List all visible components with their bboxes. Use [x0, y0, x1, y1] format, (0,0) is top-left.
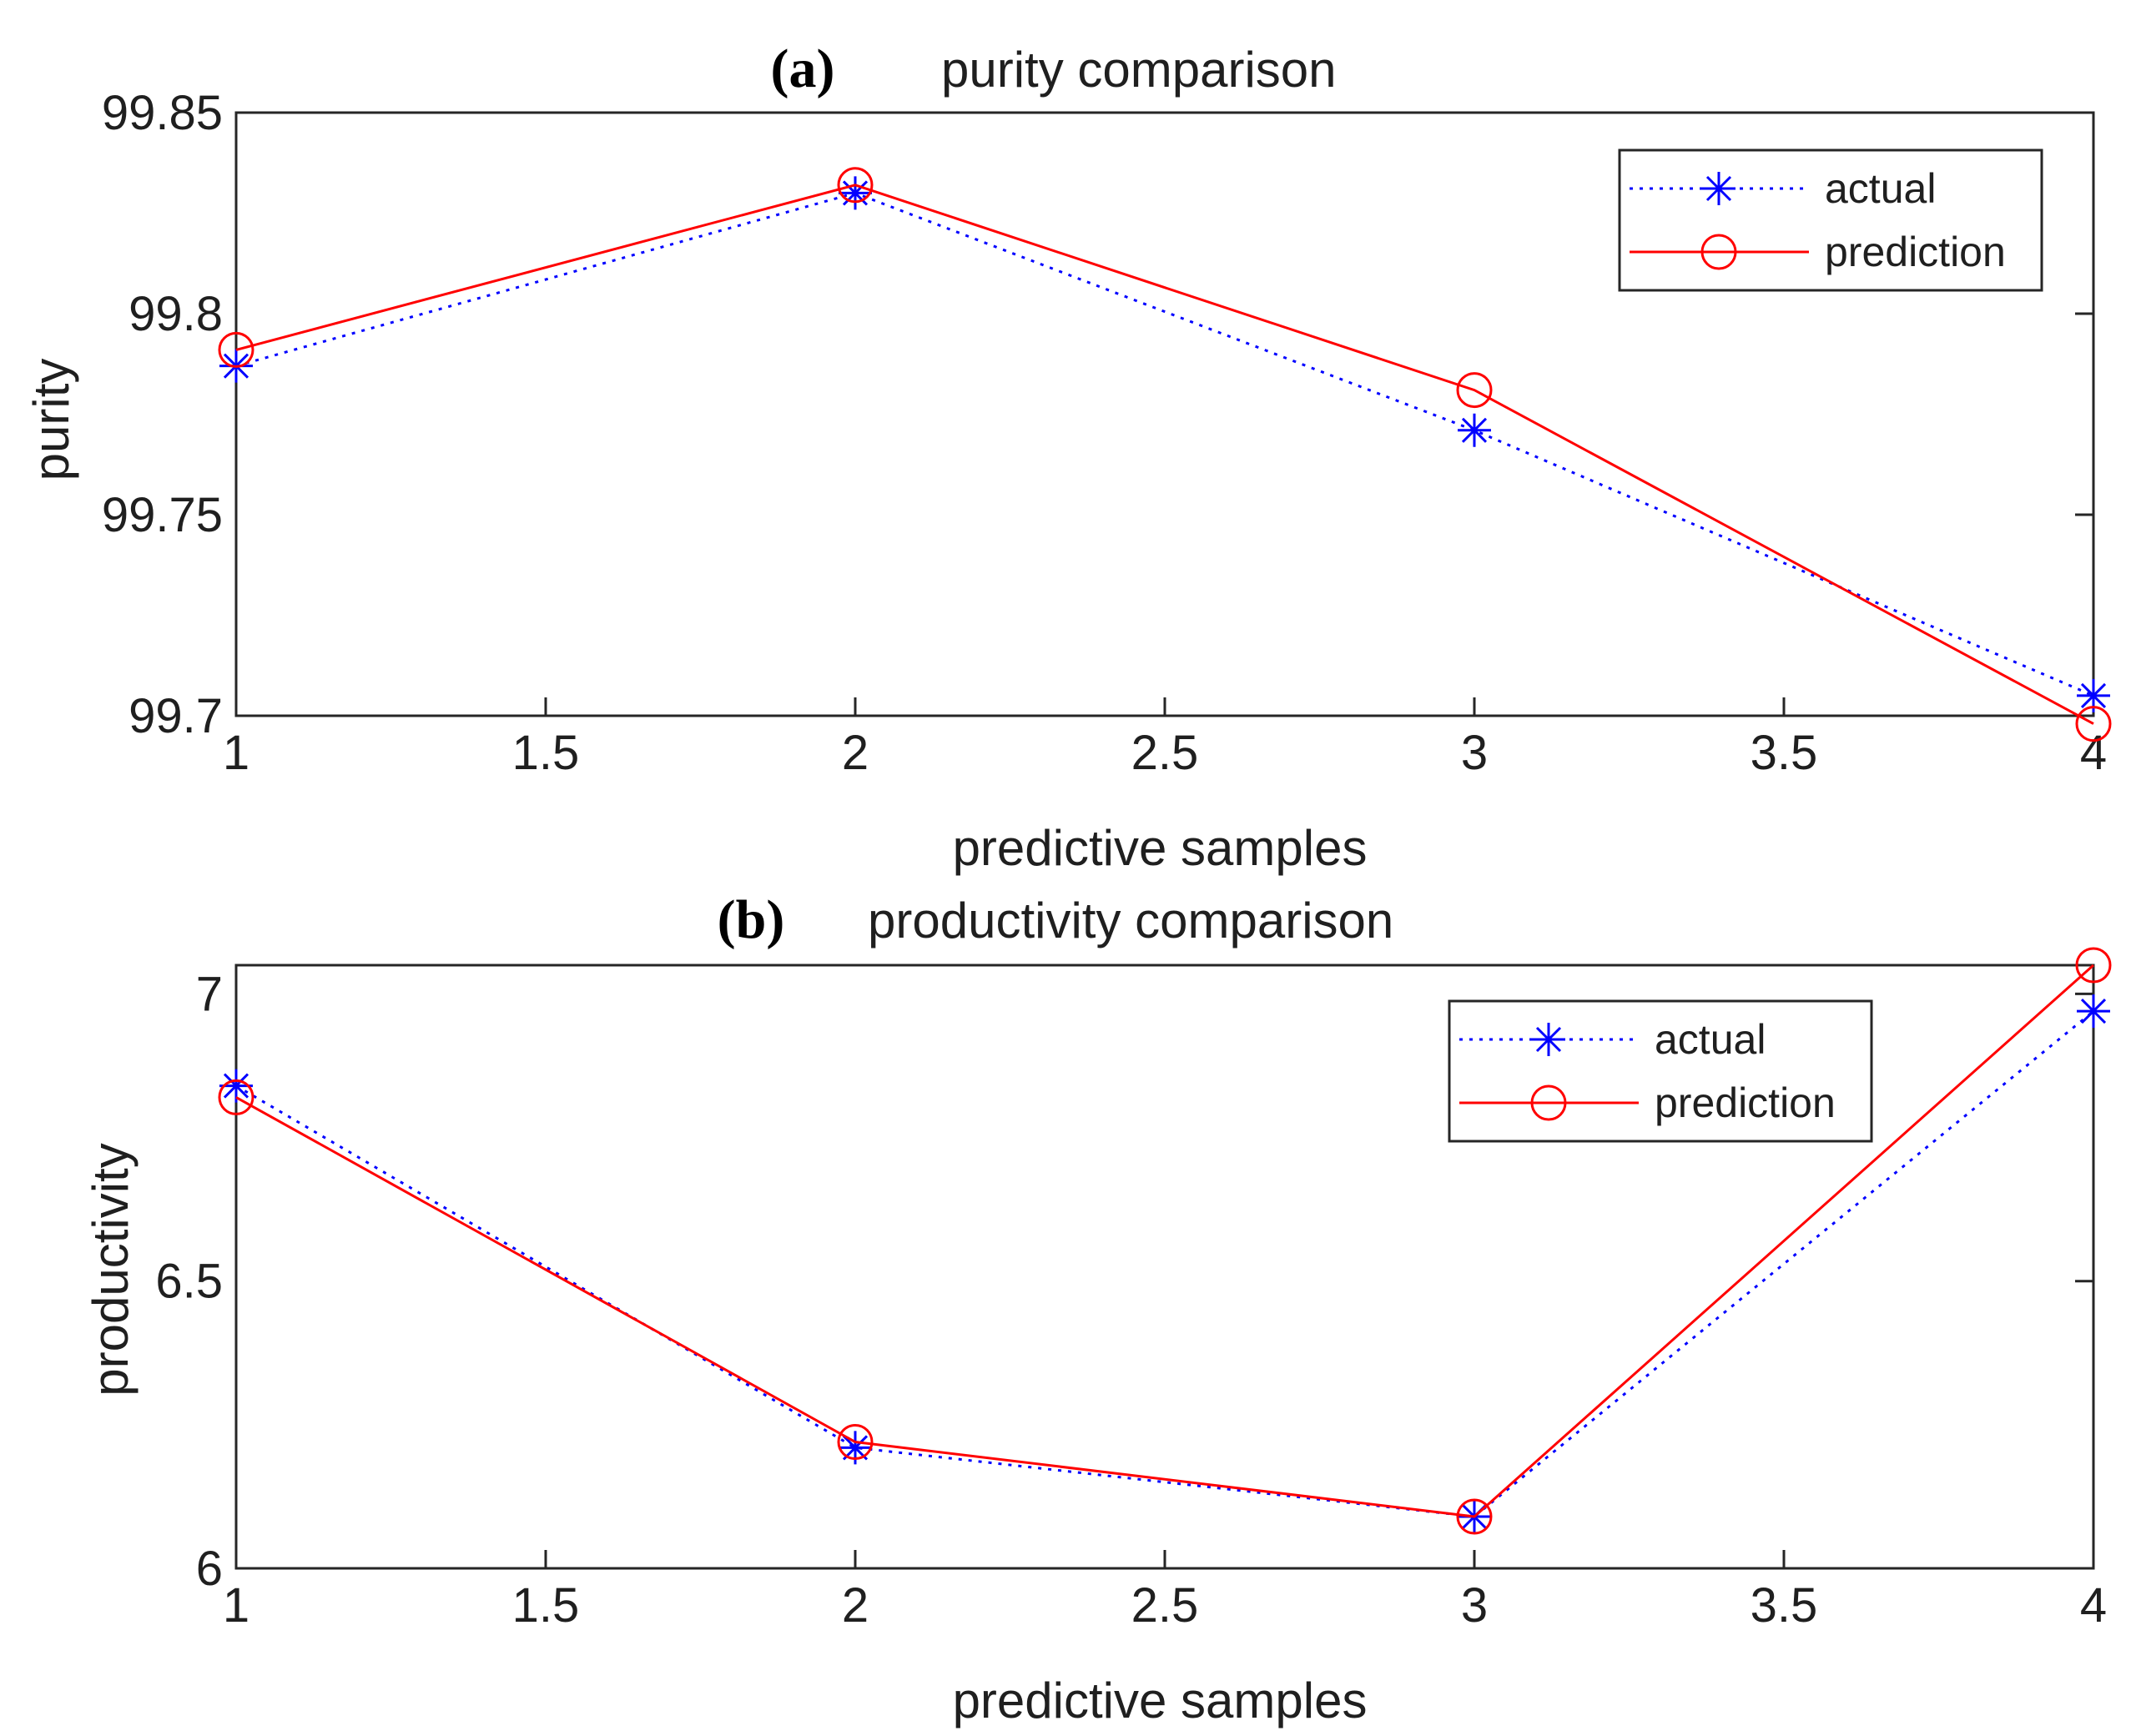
panel-b-x-tick-labels: 1 1.5 2 2.5 3 3.5 4: [223, 1578, 2107, 1633]
actual-point: [839, 1431, 872, 1465]
y-tick-label: 99.7: [128, 689, 223, 743]
panel-a-x-tick-labels: 1 1.5 2 2.5 3 3.5 4: [223, 726, 2107, 780]
panel-b-y-ticks: [2075, 992, 2093, 1570]
x-tick-label: 3: [1461, 1578, 1488, 1633]
x-tick-label: 3.5: [1751, 726, 1818, 780]
panel-a-y-tick-labels: 99.7 99.75 99.8 99.85: [102, 86, 223, 743]
x-tick-label: 1.5: [512, 726, 580, 780]
legend-prediction-circle-icon: [1700, 234, 1737, 270]
legend-prediction-circle-icon: [1530, 1084, 1567, 1121]
panel-a-xlabel: predictive samples: [953, 820, 1368, 876]
x-tick-label: 4: [2080, 726, 2107, 780]
panel-b-prediction-line: [235, 964, 2094, 1518]
y-tick-label: 99.75: [102, 488, 223, 542]
x-tick-label: 1.5: [512, 1578, 580, 1633]
panel-b-legend: actual prediction: [1448, 999, 1873, 1143]
legend-actual-label: actual: [1825, 165, 1936, 212]
y-tick-label: 99.8: [128, 287, 223, 341]
legend-prediction-label: prediction: [1655, 1079, 1836, 1126]
panel-a-x-ticks: [234, 697, 2095, 716]
panel-b-x-ticks: [234, 1550, 2095, 1568]
actual-point: [2077, 994, 2110, 1029]
prediction-point: [218, 1079, 254, 1115]
actual-point: [1458, 413, 1491, 447]
prediction-point: [1456, 372, 1493, 409]
prediction-point: [218, 331, 254, 368]
legend-box: [1448, 999, 1873, 1143]
prediction-point: [2075, 947, 2112, 984]
panel-a-legend: actual prediction: [1618, 148, 2043, 292]
panel-b: (b) productivity comparison predictive s…: [83, 889, 2112, 1728]
y-tick-label: 6.5: [155, 1255, 223, 1309]
legend-box: [1618, 148, 2043, 292]
panel-b-title: productivity comparison: [868, 893, 1393, 949]
panel-a-prediction-markers: [218, 167, 2112, 742]
panel-a-title: purity comparison: [941, 42, 1337, 98]
panel-a-tag: (a): [771, 38, 835, 99]
x-tick-label: 2.5: [1131, 726, 1199, 780]
x-tick-label: 4: [2080, 1578, 2107, 1633]
x-tick-label: 3.5: [1751, 1578, 1818, 1633]
y-tick-label: 6: [196, 1542, 223, 1596]
y-tick-label: 99.85: [102, 86, 223, 140]
x-tick-label: 2.5: [1131, 1578, 1199, 1633]
panel-a-y-ticks: [2075, 111, 2093, 717]
prediction-point: [2075, 706, 2112, 742]
prediction-point: [837, 167, 874, 204]
actual-point: [219, 1069, 253, 1103]
x-tick-label: 1: [223, 726, 249, 780]
panel-a-actual-line: [235, 191, 2094, 697]
panel-a: (a) purity comparison predictive samples…: [23, 38, 2112, 876]
x-tick-label: 3: [1461, 726, 1488, 780]
panel-a-prediction-line: [235, 184, 2094, 725]
prediction-point: [837, 1424, 874, 1461]
legend-prediction-label: prediction: [1825, 229, 2006, 275]
x-tick-label: 2: [842, 1578, 869, 1633]
legend-actual-asterisk-icon: [1702, 172, 1736, 205]
actual-point: [839, 176, 872, 210]
legend-actual-label: actual: [1655, 1016, 1766, 1063]
x-tick-label: 2: [842, 726, 869, 780]
panel-b-y-tick-labels: 6 6.5 7: [155, 967, 223, 1596]
panel-b-ylabel: productivity: [83, 1143, 139, 1396]
x-tick-label: 1: [223, 1578, 249, 1633]
y-tick-label: 7: [196, 967, 223, 1021]
legend-actual-asterisk-icon: [1532, 1023, 1565, 1056]
panel-a-ylabel: purity: [23, 359, 79, 481]
panel-b-xlabel: predictive samples: [953, 1673, 1368, 1728]
actual-point: [2077, 678, 2110, 712]
prediction-point: [1456, 1498, 1493, 1535]
panel-b-prediction-markers: [218, 947, 2112, 1535]
panel-b-tag: (b): [718, 889, 785, 950]
